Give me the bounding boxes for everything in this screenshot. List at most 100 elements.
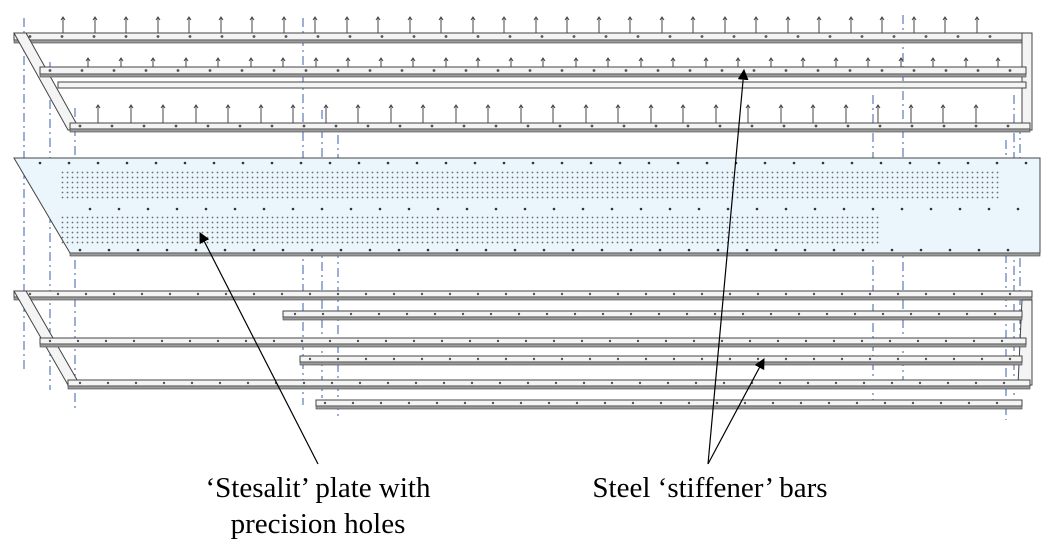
mounting-hole: [284, 35, 288, 38]
mounting-hole: [846, 124, 850, 128]
mounting-hole: [868, 292, 872, 296]
mounting-hole: [302, 381, 306, 385]
mounting-hole: [657, 312, 661, 316]
mounting-hole: [532, 357, 536, 361]
mounting-hole: [840, 292, 844, 296]
upper-side-rail-right: [1021, 32, 1033, 131]
mounting-hole: [722, 381, 726, 385]
bolt-head: [583, 104, 589, 109]
callout-arrows: [199, 68, 765, 465]
mounting-hole: [134, 381, 138, 385]
mounting-hole: [976, 69, 980, 72]
bolts-row-1: [60, 16, 980, 33]
bolt-head: [118, 57, 124, 62]
mounting-hole: [573, 312, 577, 316]
mounting-hole: [300, 339, 304, 343]
bolt-head: [550, 104, 556, 109]
mounting-hole: [764, 35, 768, 38]
mounting-hole: [694, 381, 698, 385]
mounting-hole: [715, 401, 719, 405]
bolt-head: [911, 16, 917, 21]
mounting-hole: [750, 124, 754, 128]
mounting-hole: [797, 312, 801, 316]
mounting-hole: [1008, 357, 1012, 361]
mounting-hole: [357, 161, 361, 165]
mounting-hole: [48, 69, 52, 72]
mounting-hole: [397, 248, 401, 252]
mounting-hole: [463, 401, 467, 405]
mounting-hole: [592, 69, 596, 72]
mounting-hole: [668, 35, 672, 38]
bolt-head: [160, 104, 166, 109]
mounting-hole: [321, 312, 325, 316]
mounting-hole: [713, 312, 717, 316]
mounting-hole: [336, 357, 340, 361]
mounting-hole: [104, 339, 108, 343]
mounting-hole: [732, 35, 736, 38]
mounting-hole: [364, 357, 368, 361]
bolt-head: [345, 57, 351, 62]
bolt-head: [800, 57, 806, 62]
mounting-hole: [132, 339, 136, 343]
mounting-hole: [912, 69, 916, 72]
bolts-row-2: [85, 57, 1001, 67]
mounting-hole: [1002, 381, 1006, 385]
bolt-head: [810, 104, 816, 109]
mounting-hole: [900, 207, 904, 211]
mounting-hole: [426, 248, 430, 252]
bolt-head: [290, 104, 296, 109]
bolt-head: [378, 57, 384, 62]
mounting-hole: [502, 161, 506, 165]
mounting-hole: [965, 312, 969, 316]
mounting-hole: [812, 357, 816, 361]
mounting-hole: [705, 161, 709, 165]
bolt-head: [150, 57, 156, 62]
mounting-hole: [1008, 69, 1012, 72]
mounting-hole: [629, 312, 633, 316]
mounting-hole: [328, 161, 332, 165]
mounting-hole: [980, 357, 984, 361]
bolt-head: [648, 104, 654, 109]
bolt-head: [375, 16, 381, 21]
mounting-hole: [814, 124, 818, 128]
mounting-hole: [560, 292, 564, 296]
upper-bar-4: [69, 122, 1031, 130]
bolt-head: [908, 104, 914, 109]
mounting-hole: [890, 381, 894, 385]
mounting-hole: [218, 381, 222, 385]
mounting-hole: [517, 312, 521, 316]
mounting-hole: [88, 207, 92, 211]
mounting-hole: [588, 357, 592, 361]
bolt-head: [843, 104, 849, 109]
mounting-hole: [212, 161, 216, 165]
mounting-hole: [880, 69, 884, 72]
mounting-hole: [855, 401, 859, 405]
bolt-head: [92, 16, 98, 21]
mounting-hole: [881, 312, 885, 316]
mounting-hole: [28, 292, 32, 296]
precision-holes-lower: [60, 215, 880, 246]
bolt-head: [85, 57, 91, 62]
bolt-head: [258, 104, 264, 109]
mounting-hole: [622, 124, 626, 128]
mounting-hole: [638, 381, 642, 385]
mounting-hole: [392, 292, 396, 296]
mounting-hole: [600, 248, 604, 252]
lower-bar-2: [39, 337, 1027, 345]
mounting-hole: [692, 339, 696, 343]
mounting-hole: [526, 124, 530, 128]
mounting-hole: [364, 292, 368, 296]
bolt-head: [564, 16, 570, 21]
mounting-hole: [580, 339, 584, 343]
mounting-hole: [1006, 248, 1010, 252]
mounting-hole: [304, 69, 308, 72]
mounting-hole: [448, 357, 452, 361]
mounting-hole: [636, 35, 640, 38]
mounting-hole: [664, 339, 668, 343]
mounting-hole: [718, 124, 722, 128]
mounting-hole: [804, 339, 808, 343]
mounting-hole: [571, 248, 575, 252]
mounting-hole: [832, 339, 836, 343]
